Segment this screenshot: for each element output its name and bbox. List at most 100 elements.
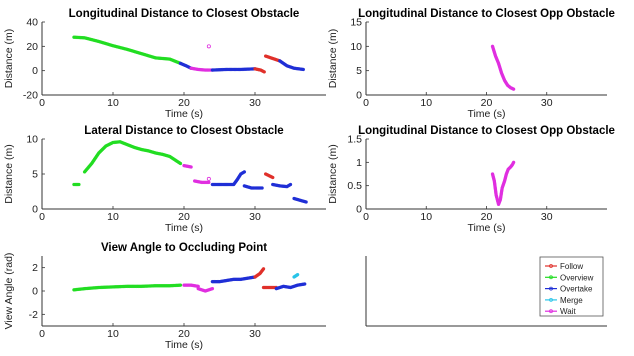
series-follow xyxy=(253,67,266,74)
y-tick-label: 40 xyxy=(26,17,38,29)
y-tick-label: -20 xyxy=(23,90,38,102)
chart-p1: Longitudinal Distance to Closest Obstacl… xyxy=(3,8,326,120)
y-axis-label: Distance (m) xyxy=(327,29,339,89)
data-point xyxy=(189,165,193,169)
y-axis-label: View Angle (rad) xyxy=(3,253,15,330)
chart-title: View Angle to Occluding Point xyxy=(101,242,267,254)
series-overtake xyxy=(292,196,308,204)
data-point xyxy=(178,161,183,166)
data-point xyxy=(206,176,211,181)
chart-p3: Lateral Distance to Closest Obstacle 0 10 2… xyxy=(3,125,326,234)
x-tick-label: 20 xyxy=(178,328,190,340)
x-tick-label: 0 xyxy=(39,97,45,109)
chart-p4: Longitudinal Distance to Closest Opp Obs… xyxy=(327,125,615,234)
series-overview xyxy=(72,35,183,66)
x-axis-label: Time (s) xyxy=(165,108,203,120)
x-tick-label: 10 xyxy=(107,211,119,223)
x-tick-label: 30 xyxy=(249,328,261,340)
x-tick-label: 0 xyxy=(39,211,45,223)
series-wait xyxy=(490,44,516,91)
series-overtake xyxy=(210,67,257,72)
x-tick-label: 0 xyxy=(363,211,369,223)
y-tick-label: 0 xyxy=(32,286,38,298)
data-point xyxy=(288,182,293,187)
x-axis-label: Time (s) xyxy=(165,222,203,234)
x-tick-label: 10 xyxy=(420,97,432,109)
y-tick-label: 10 xyxy=(26,134,38,146)
y-axis-label: Distance (m) xyxy=(327,144,339,204)
y-tick-label: 0 xyxy=(356,204,362,216)
legend-marker-follow xyxy=(549,264,553,268)
y-tick-label: 0 xyxy=(32,204,38,216)
legend-panel: Follow Overview Overtake Merge Wait xyxy=(365,256,607,327)
y-tick-label: 0 xyxy=(32,65,38,77)
legend-marker-wait xyxy=(549,309,553,314)
legend-label-overtake: Overtake xyxy=(560,285,593,294)
y-tick-label: 5 xyxy=(356,65,362,77)
x-tick-label: 0 xyxy=(363,97,369,109)
chart-title: Longitudinal Distance to Closest Opp Obs… xyxy=(358,125,615,137)
legend-label-wait: Wait xyxy=(560,307,576,316)
y-axis-label: Distance (m) xyxy=(3,144,15,204)
data-point xyxy=(511,160,516,165)
data-point xyxy=(178,283,183,287)
data-point xyxy=(206,44,211,49)
series-overtake xyxy=(274,282,307,291)
data-point xyxy=(301,67,305,72)
legend-label-merge: Merge xyxy=(560,296,583,305)
series-merge xyxy=(292,272,300,279)
y-tick-label: 1.5 xyxy=(347,134,362,146)
series-overtake xyxy=(210,170,247,187)
legend-label-overview: Overview xyxy=(560,273,594,282)
x-axis-label: Time (s) xyxy=(165,339,203,351)
data-point xyxy=(77,182,81,187)
data-point xyxy=(207,180,211,185)
series-wait xyxy=(182,163,193,169)
chart-title: Longitudinal Distance to Closest Obstacl… xyxy=(69,8,300,20)
x-tick-label: 30 xyxy=(249,211,261,223)
x-tick-label: 20 xyxy=(481,97,493,109)
y-tick-label: 15 xyxy=(350,17,362,29)
y-tick-label: 10 xyxy=(350,41,362,53)
x-tick-label: 20 xyxy=(481,211,493,223)
series-wait xyxy=(182,283,200,289)
x-tick-label: 10 xyxy=(107,328,119,340)
data-point xyxy=(260,186,264,190)
x-tick-label: 20 xyxy=(178,97,190,109)
series-wait xyxy=(206,176,211,181)
y-tick-label: 5 xyxy=(32,169,38,181)
y-tick-label: -2 xyxy=(29,309,38,321)
data-point xyxy=(295,272,300,277)
series-wait xyxy=(490,160,516,207)
x-tick-label: 30 xyxy=(541,211,553,223)
x-tick-label: 20 xyxy=(178,211,190,223)
chart-title: Lateral Distance to Closest Obstacle xyxy=(84,125,283,137)
legend-marker-overview xyxy=(549,275,553,280)
series-wait xyxy=(206,44,211,49)
x-tick-label: 0 xyxy=(39,328,45,340)
y-tick-label: 20 xyxy=(26,41,38,53)
y-tick-label: 2 xyxy=(32,262,38,274)
data-point xyxy=(242,170,247,174)
series-overtake xyxy=(242,184,264,190)
y-tick-label: 1 xyxy=(356,157,362,169)
x-axis-label: Time (s) xyxy=(467,222,505,234)
x-axis-label: Time (s) xyxy=(467,108,505,120)
data-point xyxy=(271,175,275,180)
data-point xyxy=(210,286,215,291)
chart-p2: Longitudinal Distance to Closest Opp Obs… xyxy=(327,8,615,120)
x-tick-label: 30 xyxy=(249,97,261,109)
series-overtake xyxy=(210,275,257,284)
legend-box xyxy=(539,256,604,317)
series-wait xyxy=(196,286,215,293)
y-tick-label: 0.5 xyxy=(347,180,362,192)
series-overtake xyxy=(278,59,305,72)
series-follow xyxy=(253,267,266,279)
series-overview xyxy=(82,140,183,174)
legend-label-follow: Follow xyxy=(560,262,583,271)
y-axis-label: Distance (m) xyxy=(3,29,15,89)
legend-marker-overtake xyxy=(549,286,553,291)
series-follow xyxy=(263,172,275,180)
